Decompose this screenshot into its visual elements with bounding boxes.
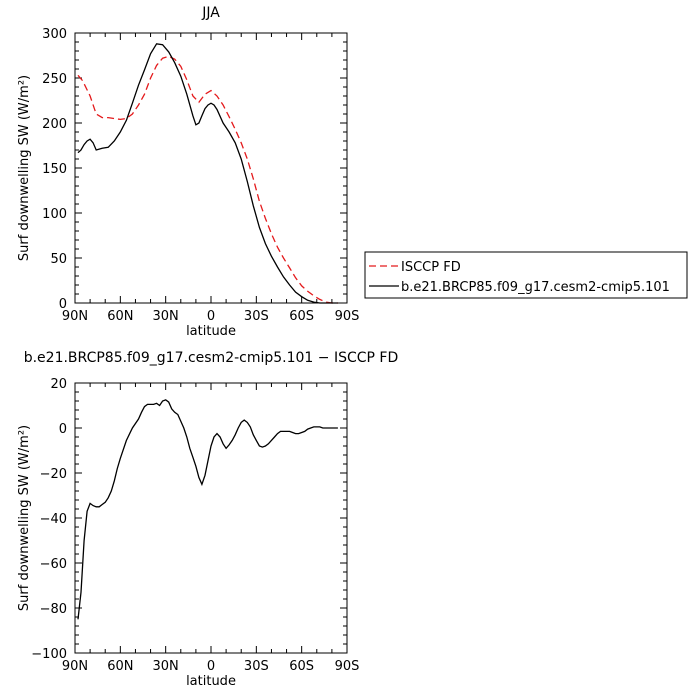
y-axis-label: Surf downwelling SW (W/m²) [17,425,32,611]
y-tick-label: 20 [50,377,67,392]
y-tick-label: 50 [50,252,67,267]
y-tick-label: −100 [31,647,67,662]
y-tick-label: −80 [40,602,67,617]
x-tick-label: 0 [207,309,215,324]
legend-box [364,251,688,299]
x-tick-label: 90S [335,659,360,674]
y-tick-label: 0 [59,297,67,312]
x-tick-label: 60N [107,309,133,324]
y-tick-label: 150 [42,162,67,177]
x-tick-label: 30N [153,309,179,324]
x-tick-label: 60S [289,659,314,674]
x-tick-label: 0 [207,659,215,674]
y-tick-label: 250 [42,72,67,87]
x-tick-label: 30N [153,659,179,674]
x-tick-label: 30S [244,309,269,324]
y-tick-label: −20 [40,467,67,482]
series-line-1 [77,43,338,304]
plot-frame [74,32,348,304]
y-axis-label: Surf downwelling SW (W/m²) [17,75,32,261]
series-line-0 [77,55,338,304]
x-tick-label: 60S [289,309,314,324]
x-axis-label: latitude [186,324,236,339]
y-tick-label: −40 [40,512,67,527]
plot-frame [74,382,348,654]
chart-title: JJA [201,5,220,21]
x-axis-label: latitude [186,674,236,689]
y-tick-label: 0 [59,422,67,437]
x-tick-label: 60N [107,659,133,674]
x-tick-label: 90S [335,309,360,324]
legend-entry: ISCCP FD [401,260,461,275]
x-tick-label: 30S [244,659,269,674]
series-line-0 [77,399,338,620]
legend-entry: b.e21.BRCP85.f09_g17.cesm2-cmip5.101 [401,280,670,295]
chart-title: b.e21.BRCP85.f09_g17.cesm2-cmip5.101 − I… [24,350,399,366]
y-tick-label: −60 [40,557,67,572]
y-tick-label: 300 [42,27,67,42]
x-tick-label: 90N [62,659,88,674]
x-tick-label: 90N [62,309,88,324]
y-tick-label: 100 [42,207,67,222]
y-tick-label: 200 [42,117,67,132]
